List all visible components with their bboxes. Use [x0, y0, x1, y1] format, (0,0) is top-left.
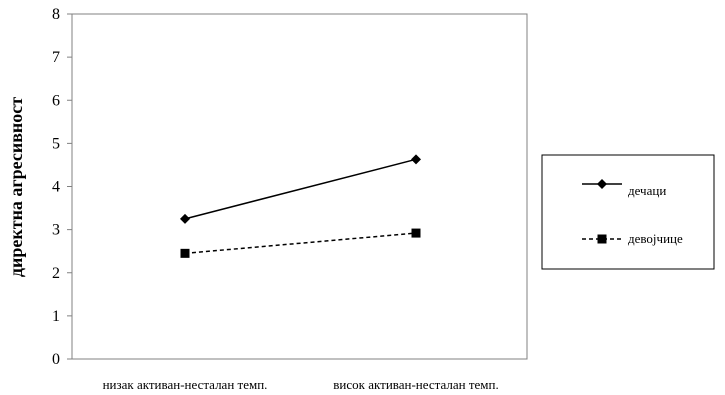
- y-tick-label-3: 3: [52, 222, 60, 239]
- y-tick-label-7: 7: [52, 49, 60, 66]
- data-point-0-1: [411, 154, 421, 165]
- y-tick-label-6: 6: [52, 92, 60, 109]
- y-tick-label-4: 4: [52, 179, 60, 196]
- y-tick-label-0: 0: [52, 351, 60, 368]
- y-tick-label-5: 5: [52, 135, 60, 152]
- x-tick-label-1: висок активан-несталан темп.: [333, 377, 498, 392]
- series-line-1: [184, 232, 417, 255]
- data-point-0-0: [180, 213, 190, 224]
- legend: дечаци девојчице: [541, 154, 715, 270]
- data-point-1-1: [411, 228, 421, 238]
- legend-marker-0: [597, 179, 607, 189]
- series-0: [180, 154, 421, 224]
- y-tick-label-2: 2: [52, 265, 60, 282]
- series-line-0: [184, 158, 417, 220]
- legend-box: [541, 154, 715, 270]
- legend-label-1: девојчице: [628, 231, 683, 246]
- legend-label-0: дечаци: [628, 183, 666, 198]
- y-tick-label-1: 1: [52, 308, 60, 325]
- plot-area: [71, 13, 528, 360]
- series-1: [180, 228, 421, 258]
- y-tick-label-8: 8: [52, 6, 60, 23]
- y-axis-title: директна агресивност: [6, 97, 26, 277]
- data-point-1-0: [180, 248, 190, 258]
- series-layer: [180, 154, 421, 258]
- x-tick-label-0: низак активан-несталан темп.: [103, 377, 268, 392]
- y-axis-ticks: 0 1 2 3 4 5 6 7 8: [52, 6, 72, 368]
- legend-marker-1: [597, 234, 607, 244]
